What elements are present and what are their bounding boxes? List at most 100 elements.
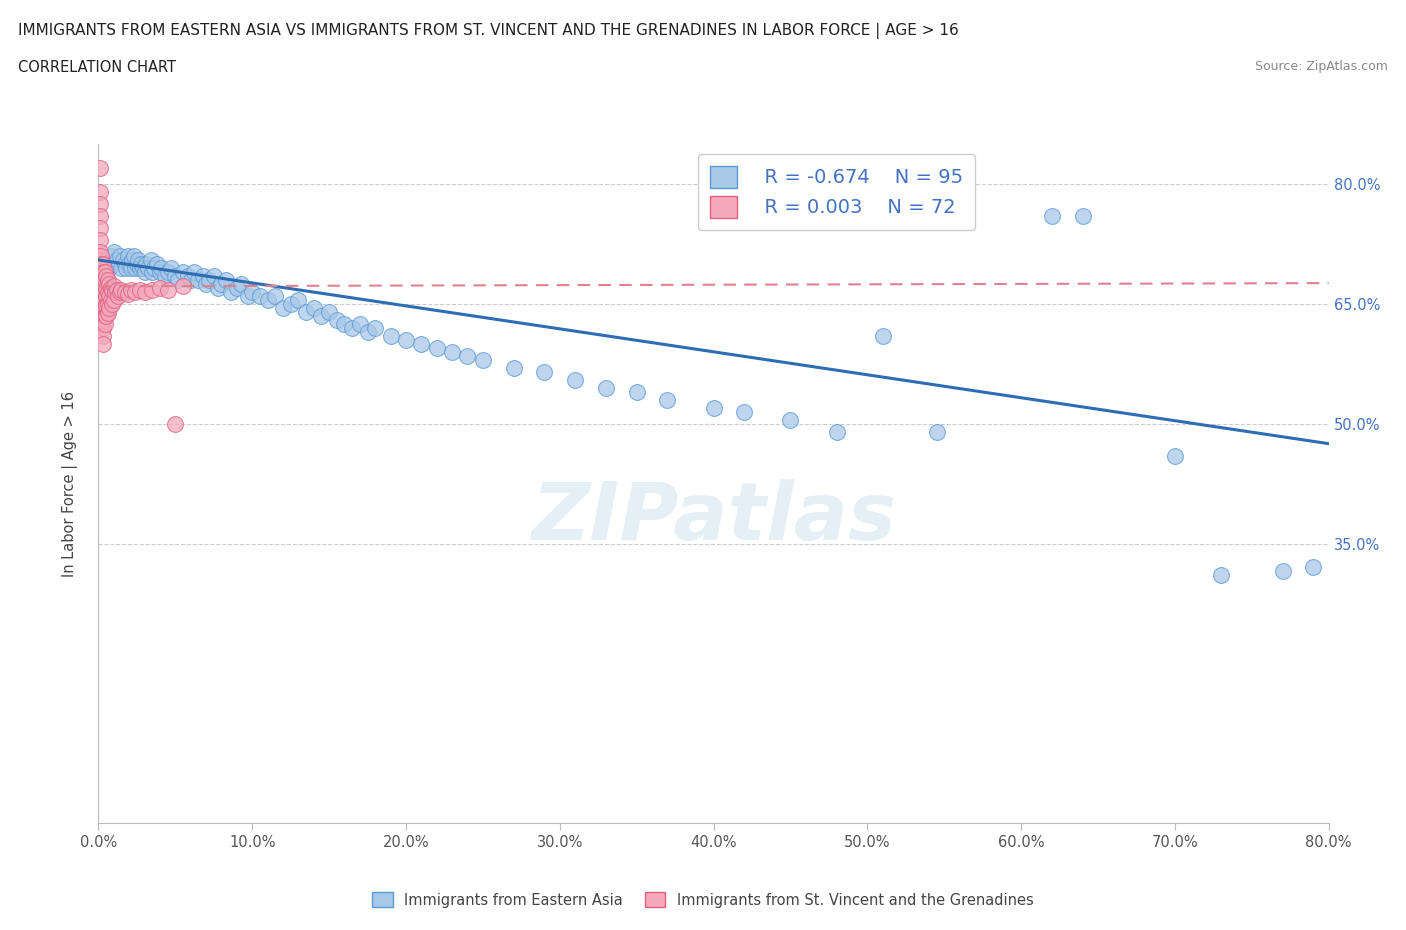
Point (1040, 208, 1063, 223)
Point (115, 260, 138, 275)
Point (295, 304, 318, 319)
Point (150, 260, 173, 275)
Point (94, 253, 117, 268)
Point (91, 257, 114, 272)
Point (564, 372, 586, 387)
Point (89, 232, 111, 247)
Point (264, 288, 287, 303)
Point (271, 300, 294, 315)
Point (103, 245, 125, 259)
Point (456, 349, 478, 364)
Point (657, 392, 679, 407)
Point (107, 288, 129, 303)
Point (198, 272, 221, 287)
Point (89, 161, 111, 176)
Point (225, 281, 247, 296)
Point (105, 282, 128, 297)
Point (211, 276, 233, 291)
Point (89, 196, 111, 211)
Point (139, 253, 162, 268)
Point (142, 260, 165, 275)
Point (100, 292, 122, 307)
Point (98, 276, 121, 291)
Point (129, 260, 152, 275)
Point (1209, 568, 1232, 583)
Point (108, 248, 131, 263)
Point (90, 257, 112, 272)
Point (165, 417, 187, 432)
Point (441, 344, 464, 359)
Point (118, 257, 141, 272)
Point (364, 321, 387, 336)
Point (101, 297, 124, 312)
Point (120, 283, 142, 298)
Point (236, 288, 259, 303)
Point (153, 269, 176, 284)
Point (91, 297, 114, 312)
Point (318, 304, 340, 319)
Point (93, 272, 115, 287)
Point (340, 321, 363, 336)
Point (146, 257, 169, 272)
Text: IMMIGRANTS FROM EASTERN ASIA VS IMMIGRANTS FROM ST. VINCENT AND THE GRENADINES I: IMMIGRANTS FROM EASTERN ASIA VS IMMIGRAN… (18, 23, 959, 39)
Point (89, 185, 111, 200)
Point (149, 264, 172, 279)
Point (90, 316, 112, 331)
Point (105, 253, 128, 268)
Point (90, 292, 112, 307)
Point (136, 260, 159, 275)
Point (141, 264, 163, 279)
Point (91, 337, 114, 352)
Point (90, 309, 112, 324)
Y-axis label: In Labor Force | Age > 16: In Labor Force | Age > 16 (62, 391, 77, 577)
Point (231, 276, 253, 291)
Point (333, 316, 356, 331)
Point (124, 285, 146, 299)
Point (117, 286, 139, 301)
Point (411, 337, 433, 352)
Legend:   R = -0.674    N = 95,   R = 0.003    N = 72: R = -0.674 N = 95, R = 0.003 N = 72 (697, 153, 976, 230)
Point (134, 264, 156, 279)
Legend: Immigrants from Eastern Asia, Immigrants from St. Vincent and the Grenadines: Immigrants from Eastern Asia, Immigrants… (367, 886, 1039, 913)
Point (110, 260, 132, 275)
Point (395, 332, 418, 347)
Point (925, 424, 948, 439)
Point (91, 281, 114, 296)
Point (733, 405, 755, 419)
Point (100, 281, 122, 296)
Point (120, 260, 142, 275)
Point (90, 300, 112, 315)
Point (91, 321, 114, 336)
Point (280, 297, 302, 312)
Point (356, 325, 378, 339)
Point (90, 260, 112, 275)
Point (90, 269, 112, 284)
Point (97, 297, 120, 312)
Point (89, 269, 111, 284)
Point (114, 285, 136, 299)
Point (287, 292, 309, 307)
Point (183, 264, 205, 279)
Point (104, 285, 127, 299)
Point (180, 272, 202, 287)
Point (825, 424, 848, 439)
Point (165, 269, 187, 284)
Point (240, 285, 263, 299)
Point (98, 260, 121, 275)
Point (94, 309, 117, 324)
Point (90, 276, 112, 291)
Point (101, 282, 124, 297)
Point (1302, 560, 1324, 575)
Point (131, 257, 153, 272)
Point (114, 257, 136, 272)
Point (1071, 208, 1094, 223)
Point (91, 304, 114, 319)
Point (134, 285, 156, 299)
Point (104, 257, 127, 272)
Point (122, 248, 145, 263)
Point (91, 272, 114, 287)
Point (1164, 448, 1187, 463)
Point (93, 309, 115, 324)
Point (215, 272, 238, 287)
Point (176, 269, 198, 284)
